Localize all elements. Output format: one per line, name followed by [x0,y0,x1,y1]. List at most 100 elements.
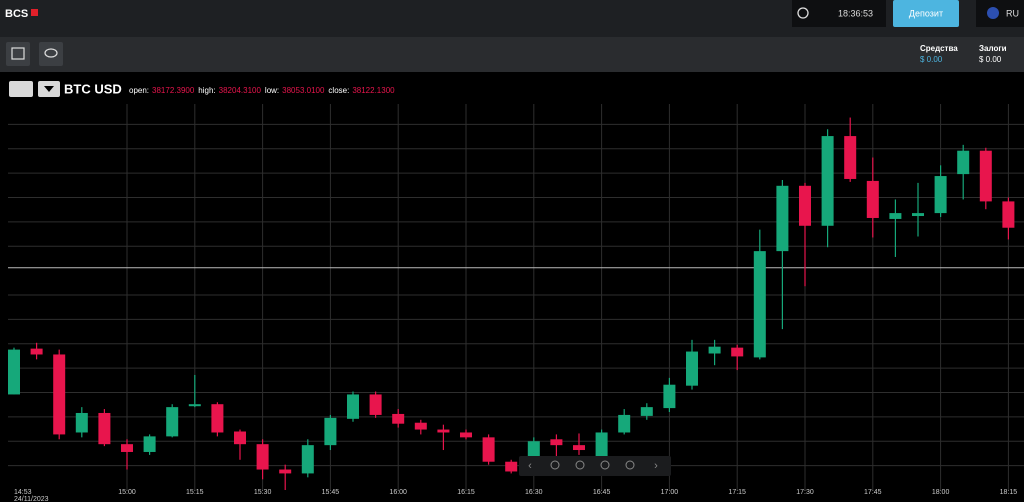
candle-body [8,349,20,395]
language[interactable]: RU [1006,8,1019,18]
candle-body [1002,201,1015,228]
logo: BCS [5,8,28,20]
flag-icon [987,7,999,19]
nav-left[interactable]: ‹ [528,460,532,472]
language-box[interactable] [976,0,1024,27]
toolbar [0,37,1024,72]
quote-value: 38053.0100 [282,86,325,95]
calendar-icon [11,47,25,60]
candle-body [640,407,653,416]
tool-select[interactable] [9,81,33,97]
candle-body [618,414,631,433]
candle-body [889,213,902,219]
candle-body [234,431,246,445]
quote-label: low: [265,86,279,95]
candle-body [98,412,111,445]
candle-body [934,176,947,214]
candle-body [573,445,585,451]
quote-value: 38204.3100 [219,86,262,95]
x-tick-label: 15:45 [322,489,340,496]
x-date-label: 24/11/2023 [14,496,49,502]
x-tick-label: 17:45 [864,489,882,496]
pledges-label: Залоги [979,44,1007,53]
zoom-fit[interactable] [625,460,635,470]
x-tick-label: 17:00 [661,489,679,496]
candle-body [256,444,269,470]
candle-body [595,432,608,460]
candle-body [708,346,721,354]
x-tick-label: 18:15 [1000,489,1018,496]
candle-body [799,185,811,226]
candle-body [753,251,766,358]
x-tick-label: 17:30 [796,489,814,496]
plot: 14:53 15:00 15:15 15:30 15:45 16:00 16:15 16:30… [8,104,1024,502]
x-tick-label: 16:15 [457,489,475,496]
quote-label: close: [328,86,349,95]
x-tick-label: 16:00 [389,489,407,496]
candle-body [211,404,224,433]
quote-label: open: [129,86,149,95]
calendar-button[interactable] [6,42,30,66]
candle-body [143,436,156,452]
deposit-label[interactable]: Депозит [909,8,943,18]
nav-buttons: ‹ › [519,456,671,476]
chat-icon [44,48,58,58]
zoom-in[interactable] [600,460,610,470]
clock-time: 18:36:53 [838,8,873,18]
candle-body [912,213,924,217]
chart-title: BTC USD [64,81,122,96]
candle-body [30,348,43,355]
candle-body [414,422,427,430]
x-tick-label: 16:45 [593,489,611,496]
quote-value: 38172.3900 [152,86,195,95]
candle-body [731,347,744,357]
candle-body [776,185,789,252]
pledges-value: $ 0.00 [979,55,1002,64]
chat-button[interactable] [39,42,63,66]
nav-bar [519,456,671,476]
deposit-button[interactable] [893,0,959,27]
candle-body [437,429,450,433]
candle-body [369,394,382,415]
candle-body [821,136,834,226]
logo-mark [31,9,38,16]
candle-body [53,354,66,435]
candle-body [505,461,518,472]
x-tick-label: 15:15 [186,489,204,496]
x-tick-label: 18:00 [932,489,950,496]
funds-label: Средства [920,44,958,53]
funds-value: $ 0.00 [920,55,943,64]
quote: open: 38172.3900 high: 38204.3100 low: 38053.… [129,86,395,95]
zoom-reset[interactable] [575,460,585,470]
nav-right[interactable]: › [654,460,658,472]
candle-body [482,437,495,462]
candle-body [866,180,879,218]
clock-icon [797,7,809,19]
candle-body [957,150,970,175]
candle-body [324,417,337,446]
candle-body [844,136,857,179]
candle-body [279,469,292,474]
candle-body [663,384,676,409]
quote-label: high: [198,86,215,95]
dropdown-arrow [44,86,54,92]
candle-body [166,407,179,437]
x-tick-label: 15:00 [118,489,136,496]
candle-body [392,413,405,424]
candle-body [75,412,88,433]
candle-body [347,394,359,419]
candle-body [979,150,992,202]
candle-body [121,444,133,452]
candle-body [301,445,314,474]
zoom-out[interactable] [550,460,560,470]
x-tick-label: 17:15 [728,489,746,496]
x-tick-label: 15:30 [254,489,272,496]
candle-body [550,439,563,446]
quote-value: 38122.1300 [352,86,395,95]
x-tick-label: 14:53 [14,489,32,496]
candle-body [686,351,698,386]
x-tick-label: 16:30 [525,489,543,496]
candle-body [460,432,472,438]
